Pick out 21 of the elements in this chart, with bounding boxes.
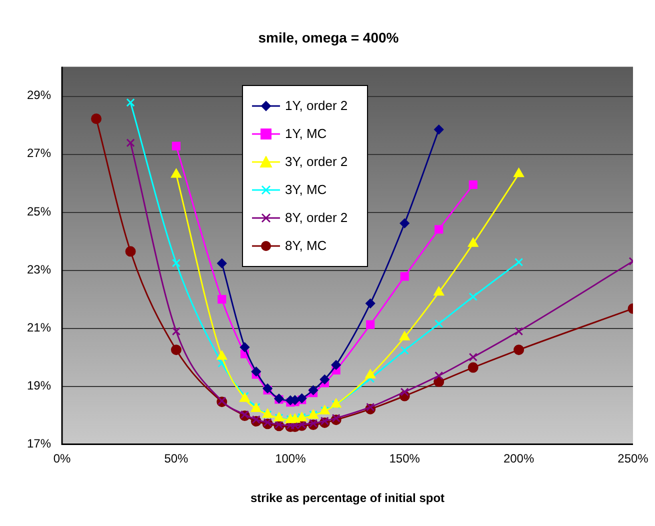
x-tick-label: 100% [275, 452, 306, 466]
x-axis-title: strike as percentage of initial spot [250, 491, 445, 506]
x-tick-label: 200% [503, 452, 534, 466]
y-tick-label: 27% [26, 146, 52, 160]
y-tick-label: 29% [26, 88, 52, 102]
x-tick-label: 250% [618, 452, 649, 466]
legend-label: 3Y, MC [285, 182, 327, 198]
y-tick-label: 21% [26, 320, 52, 334]
x-tick-label: 0% [53, 452, 72, 466]
y-tick-label: 25% [26, 204, 52, 218]
y-tick-label: 19% [26, 378, 52, 392]
legend-label: 8Y, order 2 [285, 210, 348, 226]
legend-label: 1Y, order 2 [285, 98, 348, 114]
legend-label: 8Y, MC [285, 238, 327, 254]
x-tick-label: 150% [389, 452, 420, 466]
legend-label: 3Y, order 2 [285, 154, 348, 170]
legend-label: 1Y, MC [285, 126, 327, 142]
chart-title: smile, omega = 400% [258, 29, 400, 46]
y-tick-label: 17% [26, 436, 52, 451]
y-tick-label: 23% [26, 262, 52, 276]
x-tick-label: 50% [164, 452, 189, 466]
